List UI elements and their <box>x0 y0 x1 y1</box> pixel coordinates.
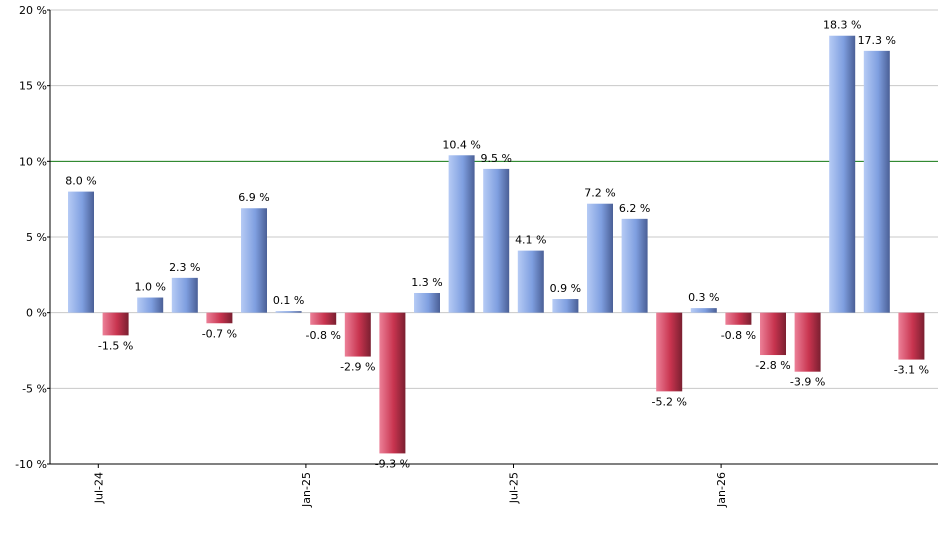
bar <box>483 168 510 313</box>
bar <box>725 312 752 325</box>
x-tick-label: Jan-26 <box>715 472 728 508</box>
bar <box>379 312 406 454</box>
bar <box>517 250 544 313</box>
data-label: 7.2 % <box>584 187 615 200</box>
data-label: 0.1 % <box>273 294 304 307</box>
bar <box>552 299 579 313</box>
axes: 20 % 15 % 10 % 5 % 0 % -5 % -10 % Jul-24 Jan-25 J… <box>15 4 938 508</box>
data-label: 17.3 % <box>858 34 896 47</box>
data-label: -0.8 % <box>721 329 756 342</box>
data-label: 0.3 % <box>688 291 719 304</box>
data-label: 10.4 % <box>442 138 480 151</box>
data-label: -5.2 % <box>651 395 686 408</box>
bar <box>102 312 129 336</box>
bar <box>275 311 302 313</box>
bar <box>621 218 648 313</box>
bar <box>587 203 613 313</box>
y-tick-label: 20 % <box>19 4 47 17</box>
bar <box>241 208 267 313</box>
data-label: -0.8 % <box>305 329 340 342</box>
bar <box>344 312 371 357</box>
y-tick-label: -5 % <box>22 382 47 395</box>
bar <box>829 35 856 313</box>
y-tick-label: 0 % <box>26 307 47 320</box>
data-label: 6.9 % <box>238 191 269 204</box>
data-label: 6.2 % <box>619 202 650 215</box>
data-label: -0.7 % <box>202 327 237 340</box>
x-tick-label: Jul-24 <box>92 472 105 504</box>
x-tick-label: Jul-25 <box>508 472 521 504</box>
data-label: 2.3 % <box>169 261 200 274</box>
data-label: -3.1 % <box>894 364 929 377</box>
data-label: -2.8 % <box>755 359 790 372</box>
bar <box>656 312 683 392</box>
data-labels: 8.0 % -1.5 % 1.0 % 2.3 % -0.7 % 6.9 % 0.1 % -0.… <box>65 19 929 471</box>
data-label: -9.3 % <box>375 457 410 470</box>
bar <box>310 312 337 325</box>
bar <box>898 312 925 360</box>
bar <box>690 308 717 313</box>
bars <box>68 35 925 454</box>
bar <box>137 297 164 313</box>
data-label: 1.0 % <box>134 281 165 294</box>
bar <box>171 277 198 313</box>
bar <box>760 312 786 356</box>
y-tick-label: 5 % <box>26 231 47 244</box>
data-label: -2.9 % <box>340 361 375 374</box>
x-tick-label: Jan-25 <box>300 472 313 508</box>
data-label: 18.3 % <box>823 19 861 32</box>
data-label: 0.9 % <box>550 282 581 295</box>
data-label: 8.0 % <box>65 175 96 188</box>
data-label: -1.5 % <box>98 339 133 352</box>
bar <box>863 50 890 313</box>
bar <box>794 312 821 372</box>
data-label: 9.5 % <box>480 152 511 165</box>
y-tick-label: 15 % <box>19 80 47 93</box>
bar <box>448 155 475 313</box>
bar <box>414 292 440 313</box>
data-label: 4.1 % <box>515 234 546 247</box>
data-label: 1.3 % <box>411 276 442 289</box>
y-tick-label: -10 % <box>15 458 47 471</box>
y-tick-label: 10 % <box>19 155 47 168</box>
bar <box>206 312 233 324</box>
bar <box>68 191 94 313</box>
data-label: -3.9 % <box>790 376 825 389</box>
